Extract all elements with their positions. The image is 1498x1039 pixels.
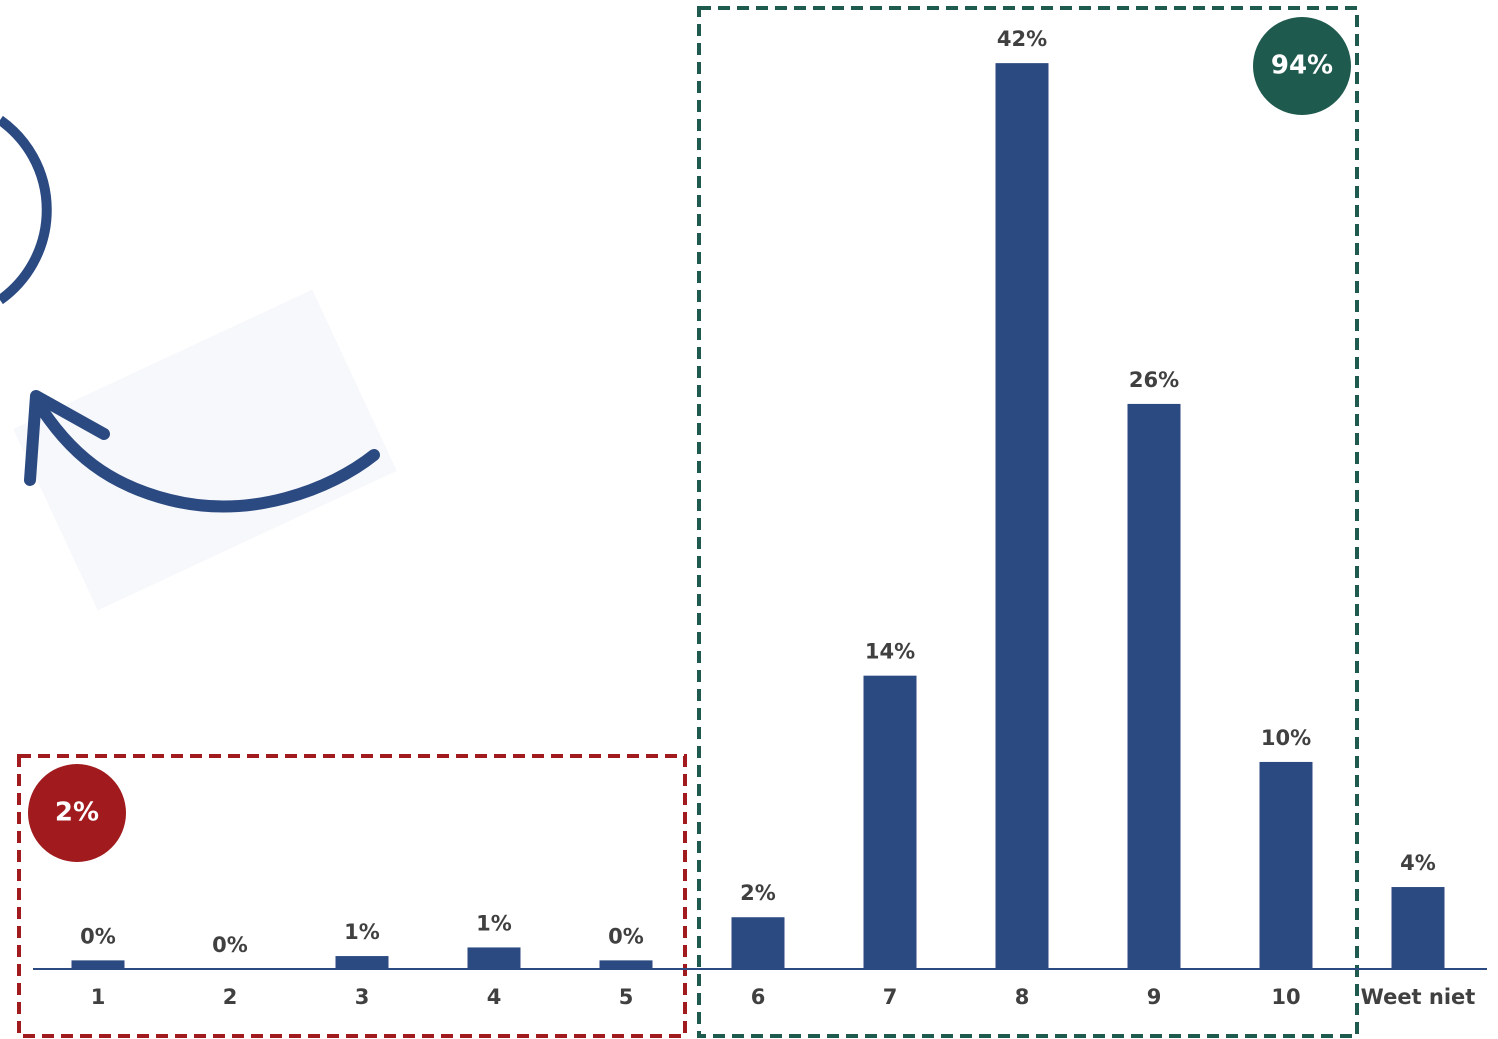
bar: [1259, 761, 1313, 969]
bar: [1127, 403, 1181, 969]
value-label: 14%: [865, 640, 915, 664]
bar: [335, 956, 389, 969]
value-label: 10%: [1261, 726, 1311, 750]
bar: [863, 675, 917, 969]
decor-arc: [0, 115, 52, 305]
value-label: 1%: [476, 911, 512, 935]
low-group-total: 2%: [55, 798, 99, 828]
x-tick-label: 5: [619, 985, 634, 1009]
decor-arrowhead: [24, 390, 110, 486]
value-label: 0%: [212, 933, 248, 957]
high-group-box: [697, 6, 1359, 1038]
value-label: 26%: [1129, 368, 1179, 392]
high-group-badge: [1253, 17, 1351, 115]
decor-card: [13, 289, 397, 611]
x-tick-label: 8: [1015, 985, 1030, 1009]
value-label: 0%: [608, 924, 644, 948]
bar: [731, 917, 785, 969]
high-group-total: 94%: [1271, 51, 1333, 81]
bar: [995, 63, 1049, 970]
value-label: 42%: [997, 27, 1047, 51]
x-tick-label: 3: [355, 985, 370, 1009]
bar: [1391, 887, 1445, 969]
x-tick-label: 1: [91, 985, 106, 1009]
bar: [599, 960, 653, 969]
decor-arrow: [30, 394, 380, 513]
bar: [467, 947, 521, 969]
x-tick-label: 10: [1271, 985, 1300, 1009]
x-tick-label: 2: [223, 985, 238, 1009]
low-group-badge: [28, 764, 126, 862]
x-tick-label: 6: [751, 985, 766, 1009]
x-tick-label: 7: [883, 985, 898, 1009]
x-tick-label: 4: [487, 985, 502, 1009]
low-group-box: [17, 754, 687, 1038]
x-tick-label: Weet niet: [1361, 985, 1476, 1009]
value-label: 1%: [344, 920, 380, 944]
value-label: 2%: [740, 881, 776, 905]
x-tick-label: 9: [1147, 985, 1162, 1009]
value-label: 4%: [1400, 851, 1436, 875]
value-label: 0%: [80, 924, 116, 948]
bar: [71, 960, 125, 969]
